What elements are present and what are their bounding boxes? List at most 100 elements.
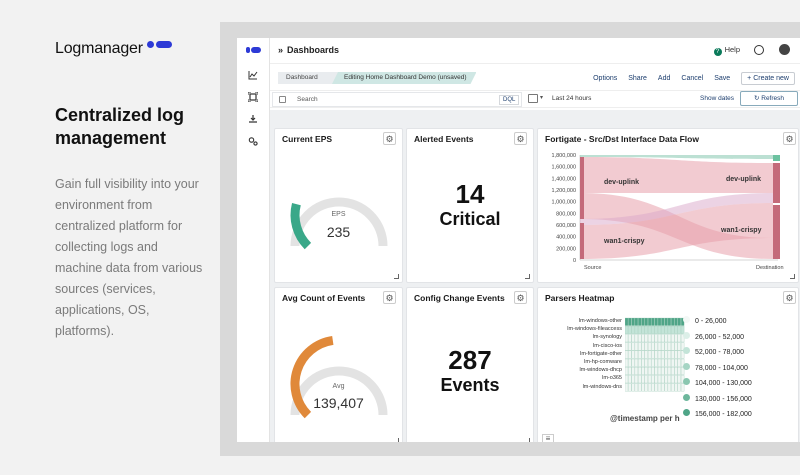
sankey-y-tick: 600,000: [556, 223, 576, 229]
heatmap-cell: [674, 367, 678, 375]
heatmap-cell: [664, 342, 668, 351]
alerted-value: 14: [455, 179, 485, 209]
heatmap-cell: [638, 367, 642, 375]
sankey-y-tick: 1,000,000: [552, 200, 576, 206]
heatmap-row-label: lm-windows-dhcp: [579, 367, 623, 374]
refresh-button[interactable]: ↻ Refresh: [740, 91, 798, 106]
resize-handle[interactable]: [525, 438, 530, 442]
gear-icon[interactable]: ⚙: [514, 291, 527, 304]
heatmap-cell: [667, 367, 672, 375]
heatmap-cell: [641, 317, 645, 326]
panel-current-eps[interactable]: Current EPS ⚙ EPS 235: [274, 128, 403, 283]
heatmap-cell: [657, 358, 662, 367]
heatmap-row-label: lm-cisco-ios: [592, 342, 622, 349]
sankey-y-tick: 1,800,000: [552, 153, 576, 159]
gear-icon[interactable]: ⚙: [383, 132, 396, 145]
search-options-icon[interactable]: [279, 96, 286, 103]
expand-icon[interactable]: »: [278, 45, 284, 55]
list-toggle-icon[interactable]: ≡: [542, 434, 554, 442]
heatmap-cell: [625, 342, 629, 351]
flow-wan-wan: [580, 203, 773, 259]
side-rail: [237, 38, 270, 442]
gear-icon[interactable]: ⚙: [514, 132, 527, 145]
gear-icon[interactable]: ⚙: [383, 291, 396, 304]
heatmap-cell: [638, 317, 642, 326]
options-link[interactable]: Options: [593, 74, 618, 82]
chart-icon[interactable]: [247, 70, 259, 82]
sankey-dst-2: wan1-crispy: [720, 227, 762, 234]
sankey-y-tick: 1,600,000: [552, 165, 576, 171]
heatmap-cell: [631, 358, 635, 367]
resize-handle[interactable]: [790, 274, 795, 279]
heatmap-cell: [677, 326, 681, 334]
heatmap-cell: [651, 383, 655, 392]
focus-icon[interactable]: [247, 91, 259, 104]
gear-icon[interactable]: ⚙: [783, 291, 796, 304]
download-icon[interactable]: [247, 114, 259, 126]
panel-flow[interactable]: Fortigate - Src/Dst Interface Data Flow …: [537, 128, 799, 283]
save-link[interactable]: Save: [714, 74, 731, 82]
heatmap-legend-item: 130,000 - 156,000: [683, 393, 757, 403]
heatmap-cell: [671, 383, 675, 392]
panel-config-change[interactable]: Config Change Events ⚙ 287 Events: [406, 287, 534, 442]
resize-handle[interactable]: [525, 274, 530, 279]
heatmap-legend-item: 0 - 26,000: [683, 316, 732, 325]
globe-icon[interactable]: [754, 45, 764, 55]
heatmap-row-label: lm-fortigate-other: [580, 350, 622, 357]
heatmap-legend-item: 52,000 - 78,000: [683, 347, 749, 356]
help-link[interactable]: ? Help: [713, 45, 740, 56]
calendar-icon[interactable]: [528, 94, 538, 103]
create-new-button[interactable]: + Create new: [741, 71, 795, 85]
user-avatar-icon[interactable]: [779, 44, 790, 55]
dql-toggle[interactable]: DQL: [499, 95, 520, 105]
search-input[interactable]: Search DQL: [272, 92, 522, 107]
sankey-y-tick: 1,400,000: [552, 176, 576, 182]
legend-swatch-icon: [683, 362, 690, 370]
heatmap-cell: [641, 326, 645, 334]
heatmap-cell: [654, 334, 658, 343]
heatmap-cell: [634, 367, 639, 375]
heatmap-cell: [680, 342, 685, 351]
heatmap-row-label: lm-windows-other: [578, 318, 622, 324]
legend-label: 52,000 - 78,000: [695, 349, 745, 356]
flow-wan-dev: [580, 193, 773, 225]
sankey-y-tick: 800,000: [556, 211, 576, 217]
add-link[interactable]: Add: [657, 74, 671, 82]
breadcrumb-dashboard[interactable]: Dashboard: [278, 72, 338, 84]
share-link[interactable]: Share: [628, 74, 647, 82]
heatmap-cell: [661, 326, 665, 334]
legend-swatch-icon: [683, 378, 690, 385]
cancel-link[interactable]: Cancel: [681, 74, 704, 82]
panel-heatmap[interactable]: Parsers Heatmap ⚙ lm-windows-other lm-win…: [537, 287, 799, 442]
time-range[interactable]: Last 24 hours: [552, 95, 592, 102]
heatmap-legend-item: 26,000 - 52,000: [683, 331, 749, 341]
resize-handle[interactable]: [394, 438, 399, 442]
heatmap-cell: [641, 342, 645, 351]
panel-alerted-events[interactable]: Alerted Events ⚙ 14 Critical: [406, 128, 534, 283]
heatmap-cell: [644, 326, 648, 334]
gear-icon[interactable]: ⚙: [783, 132, 796, 145]
settings-icon[interactable]: [247, 136, 259, 148]
page-title-text: Dashboards: [287, 45, 340, 55]
brand-icon[interactable]: [246, 47, 261, 53]
heatmap-cell: [657, 375, 662, 384]
heatmap-cell: [631, 383, 635, 392]
avg-value: 139,407: [313, 395, 364, 411]
heatmap-cell: [644, 367, 648, 375]
heatmap-cell: [664, 317, 668, 326]
node-wan-source: [580, 223, 584, 259]
heatmap-cell: [638, 358, 642, 367]
heatmap-cell: [671, 334, 675, 343]
resize-handle[interactable]: [394, 274, 399, 279]
heatmap-cell: [677, 350, 681, 359]
description: Gain full visibility into your environme…: [55, 177, 203, 338]
node-wan-dest: [773, 205, 780, 259]
chevron-down-icon[interactable]: ▾: [540, 95, 544, 101]
avg-label: Avg: [332, 383, 345, 390]
eps-gauge-fill: [290, 202, 312, 250]
panel-avg-count[interactable]: Avg Count of Events ⚙ Avg 139,407: [274, 287, 403, 442]
eps-label: EPS: [331, 211, 346, 218]
heatmap-cell: [628, 334, 632, 343]
show-dates-link[interactable]: Show dates: [700, 95, 734, 102]
help-label: Help: [724, 45, 740, 54]
